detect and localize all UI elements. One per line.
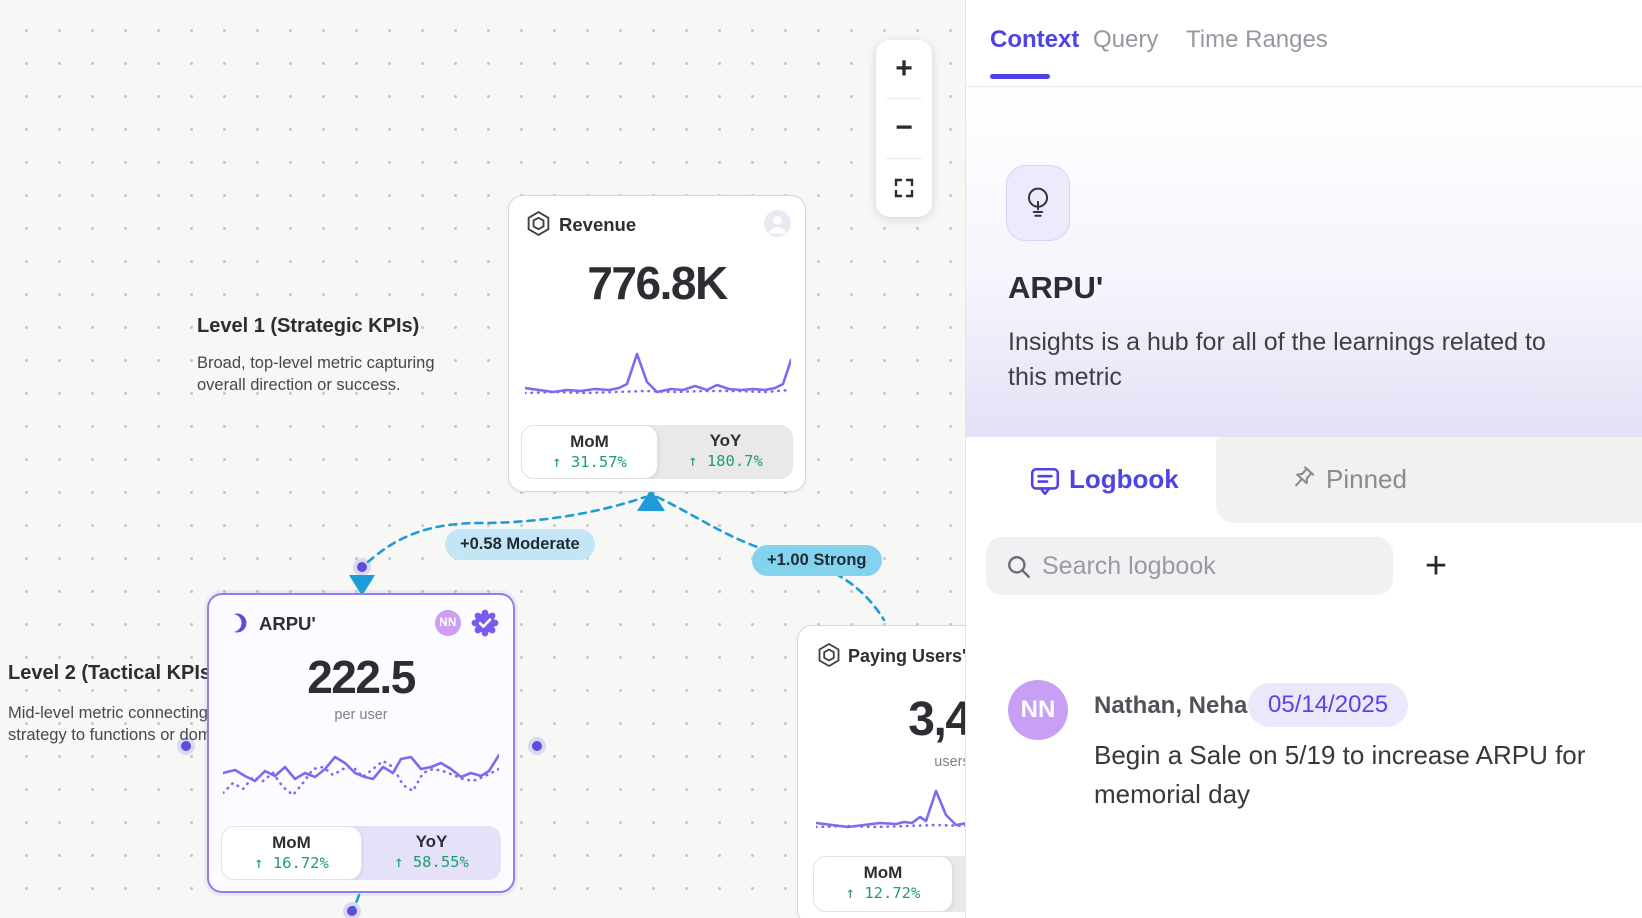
metric-card-arpu[interactable]: ARPU' NN 222.5 per user — [207, 593, 515, 893]
active-tab-indicator — [990, 74, 1050, 79]
revenue-yoy-value: ↑ 180.7% — [688, 452, 763, 470]
insight-icon-card — [1006, 165, 1070, 241]
arpu-yoy-value: ↑ 58.55% — [394, 853, 469, 871]
revenue-mom-label: MoM — [570, 432, 609, 451]
zoom-in-button[interactable]: + — [895, 52, 913, 86]
tab-context[interactable]: Context — [990, 26, 1080, 53]
paying-users-card-header: Paying Users' — [798, 642, 965, 672]
edge-arpu-child — [351, 893, 361, 911]
arrowhead-into-revenue — [637, 489, 665, 511]
arpu-unit: per user — [334, 707, 388, 723]
revenue-yoy-toggle[interactable]: YoY ↑ 180.7% — [658, 425, 793, 479]
search-input[interactable] — [1042, 537, 1382, 595]
pinned-tab-label: Pinned — [1326, 464, 1407, 494]
level2-title: Level 2 (Tactical KPIs) — [8, 662, 218, 684]
arpu-yoy-toggle[interactable]: YoY ↑ 58.55% — [362, 826, 501, 880]
context-side-panel: Context Query Time Ranges ARPU' Insights… — [965, 0, 1642, 918]
revenue-card-title: Revenue — [559, 214, 637, 235]
entry-date-badge[interactable]: 05/14/2025 — [1248, 683, 1409, 727]
paying-users-unit: users — [934, 754, 965, 770]
revenue-mom-toggle[interactable]: MoM ↑ 31.57% — [521, 425, 658, 479]
toolbar-divider — [886, 157, 922, 159]
metric-hero-section: ARPU' Insights is a hub for all of the l… — [966, 88, 1642, 437]
paying-users-yoy-toggle[interactable] — [953, 856, 965, 912]
add-log-entry-button[interactable]: + — [1414, 542, 1458, 590]
tab-query[interactable]: Query — [1093, 26, 1159, 53]
paying-users-period-toggle: MoM ↑ 12.72% — [813, 856, 965, 912]
metric-tree-canvas[interactable]: +0.58 Moderate +1.00 Strong Level 1 (Str… — [0, 0, 965, 918]
entry-avatar[interactable]: NN — [1008, 680, 1068, 740]
arpu-yoy-label: YoY — [415, 832, 448, 851]
logbook-pinned-tabs: Pinned Logbook — [966, 437, 1642, 524]
tab-logbook[interactable]: Logbook — [966, 437, 1216, 523]
paying-users-sparkline — [816, 789, 965, 829]
level1-title: Level 1 (Strategic KPIs) — [197, 315, 420, 337]
entry-message: Begin a Sale on 5/19 to increase ARPU fo… — [1094, 736, 1594, 814]
level1-body-line1: Broad, top-level metric capturing — [197, 354, 435, 372]
arpu-mom-label: MoM — [272, 833, 311, 852]
revenue-period-toggle: MoM ↑ 31.57% YoY ↑ 180.7% — [521, 425, 793, 479]
tab-time-ranges[interactable]: Time Ranges — [1186, 26, 1328, 53]
edge-label-moderate[interactable]: +0.58 Moderate — [445, 529, 595, 560]
logbook-comment-icon — [1030, 467, 1060, 496]
edge-label-strong[interactable]: +1.00 Strong — [752, 545, 882, 576]
revenue-mom-value: ↑ 31.57% — [552, 453, 627, 471]
tab-pinned[interactable]: Pinned — [1216, 437, 1642, 523]
arpu-card-header: ARPU' NN — [209, 609, 513, 639]
crescent-icon — [227, 611, 249, 635]
fit-view-button[interactable] — [876, 159, 932, 217]
hexagon-icon — [527, 211, 550, 236]
metric-description-line1: Insights is a hub for all of the learnin… — [1008, 328, 1546, 356]
zoom-out-button[interactable]: − — [895, 111, 913, 145]
metric-card-revenue[interactable]: Revenue 776.8K MoM ↑ 31.57% YoY — [508, 195, 806, 492]
arpu-mom-value: ↑ 16.72% — [254, 854, 329, 872]
panel-metric-name: ARPU' — [1008, 270, 1104, 305]
owner-avatar-icon — [764, 210, 791, 237]
paying-users-mom-value: ↑ 12.72% — [845, 884, 921, 902]
level1-body-line2: overall direction or success. — [197, 376, 401, 394]
collaborator-badge[interactable]: NN — [435, 610, 461, 636]
paying-users-value: 3,49 — [908, 693, 965, 746]
lightbulb-icon — [1027, 187, 1049, 217]
level2-body-line2: strategy to functions or domains. — [8, 726, 247, 744]
arpu-sparkline — [223, 753, 499, 797]
revenue-value: 776.8K — [587, 257, 728, 309]
fullscreen-icon — [894, 178, 914, 198]
pushpin-icon — [1295, 466, 1315, 487]
paying-users-card-title: Paying Users' — [848, 646, 965, 666]
arpu-card-title: ARPU' — [259, 613, 316, 634]
search-icon — [1008, 556, 1030, 578]
revenue-yoy-label: YoY — [709, 431, 742, 450]
logbook-tab-label: Logbook — [1069, 464, 1179, 494]
hexagon-icon — [818, 643, 840, 667]
entry-author: Nathan, Neha — [1094, 692, 1248, 719]
metric-description-line2: this metric — [1008, 363, 1122, 391]
panel-tab-bar: Context Query Time Ranges — [966, 0, 1642, 87]
canvas-zoom-toolbar: + − — [876, 40, 932, 217]
metric-card-paying-users[interactable]: Paying Users' 3,49 users MoM ↑ 12.72% — [797, 625, 965, 918]
arpu-mom-toggle[interactable]: MoM ↑ 16.72% — [221, 826, 362, 880]
level2-body-line1: Mid-level metric connecting — [8, 704, 208, 722]
logbook-search — [986, 537, 1393, 595]
paying-users-mom-label: MoM — [863, 863, 903, 882]
level2-body: Mid-level metric connecting strategy to … — [8, 702, 246, 746]
verified-check-badge-icon — [471, 609, 499, 637]
toolbar-divider — [886, 98, 922, 100]
entry-message-line2: memorial day — [1094, 779, 1251, 809]
revenue-sparkline — [525, 352, 791, 395]
arpu-period-toggle: MoM ↑ 16.72% YoY ↑ 58.55% — [221, 826, 501, 880]
entry-message-line1: Begin a Sale on 5/19 to increase ARPU fo… — [1094, 740, 1586, 770]
panel-metric-description: Insights is a hub for all of the learnin… — [1008, 325, 1546, 395]
paying-users-mom-toggle[interactable]: MoM ↑ 12.72% — [813, 856, 953, 912]
revenue-card-header: Revenue — [509, 210, 805, 240]
level1-body: Broad, top-level metric capturing overal… — [197, 352, 435, 396]
arpu-value: 222.5 — [307, 651, 416, 703]
